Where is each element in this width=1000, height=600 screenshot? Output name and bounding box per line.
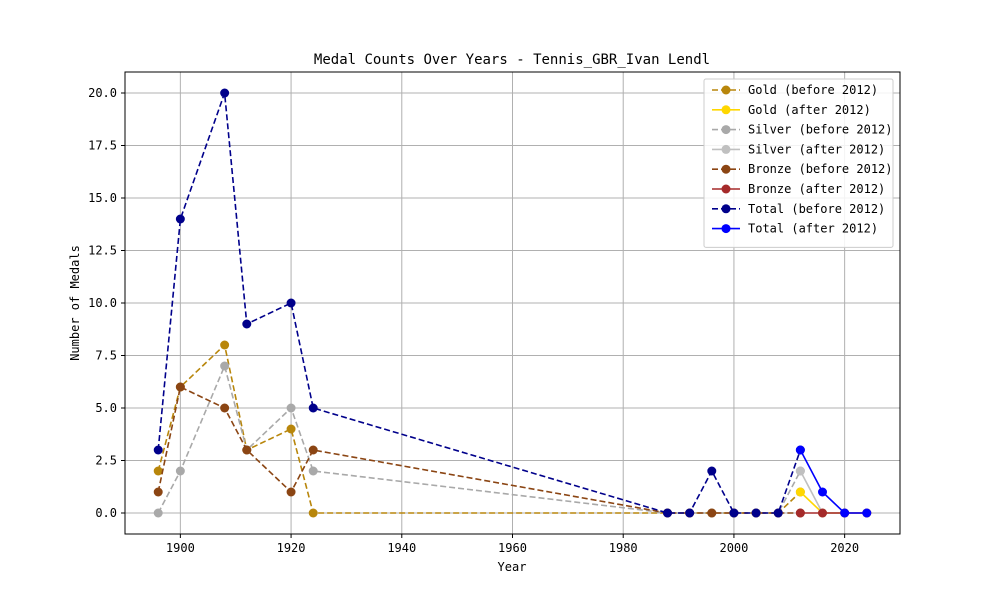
y-tick-label: 15.0 (88, 191, 117, 205)
legend-label: Bronze (before 2012) (748, 162, 893, 176)
data-point (818, 508, 827, 518)
legend-item: Gold (before 2012) (712, 83, 878, 97)
series-bronze-before-2012 (153, 382, 805, 518)
ticks: 1900 1920 1940 1960 1980 2000 2020 0.0 2.5 5.0 7.5… (88, 86, 859, 555)
x-tick-label: 1920 (277, 541, 306, 555)
data-point (751, 508, 761, 518)
y-tick-label: 5.0 (95, 401, 117, 415)
data-point (795, 487, 805, 497)
data-point (175, 466, 185, 476)
series-silver-before-2012 (153, 361, 805, 518)
data-point (685, 508, 695, 518)
data-point (220, 403, 230, 413)
legend-marker (721, 125, 731, 135)
series-line (157, 385, 801, 514)
chart-title: Medal Counts Over Years - Tennis_GBR_Iva… (314, 52, 710, 68)
x-tick-label: 1940 (387, 541, 416, 555)
x-tick-label: 1900 (166, 541, 195, 555)
legend: Gold (before 2012) Gold (after 2012) Silve… (703, 78, 894, 248)
data-point (286, 403, 296, 413)
data-point (242, 445, 252, 455)
series-line (157, 363, 802, 514)
data-point (220, 361, 230, 371)
legend-box (703, 78, 894, 248)
data-point (729, 508, 739, 518)
legend-label: Total (after 2012) (748, 222, 878, 236)
data-point (663, 508, 672, 518)
y-tick-label: 20.0 (88, 86, 117, 100)
legend-label: Total (before 2012) (748, 202, 885, 216)
data-point (795, 508, 805, 518)
data-point (153, 466, 163, 476)
data-point (286, 424, 296, 434)
series-line (799, 449, 867, 514)
data-point (707, 508, 717, 518)
data-point (242, 319, 252, 329)
series-line (157, 343, 801, 514)
x-axis-label: Year (498, 560, 527, 574)
data-point (220, 340, 230, 350)
legend-marker (721, 105, 731, 115)
data-point (795, 445, 805, 455)
series-layer (153, 88, 872, 518)
y-tick-label: 2.5 (95, 454, 117, 468)
data-point (286, 298, 296, 308)
legend-label: Gold (before 2012) (748, 83, 878, 97)
y-tick-label: 17.5 (88, 139, 117, 153)
legend-item: Bronze (after 2012) (712, 182, 885, 196)
data-point (308, 403, 318, 413)
data-point (153, 487, 163, 497)
x-tick-label: 2000 (719, 541, 748, 555)
data-point (862, 508, 872, 518)
legend-item: Total (after 2012) (712, 222, 878, 236)
legend-marker (721, 204, 731, 214)
legend-marker (721, 224, 731, 234)
y-tick-label: 0.0 (95, 506, 117, 520)
data-point (175, 382, 185, 392)
data-point (818, 487, 827, 497)
legend-item: Silver (before 2012) (712, 123, 893, 137)
legend-marker (721, 85, 731, 95)
data-point (840, 508, 850, 518)
series-total-before-2012 (153, 88, 805, 518)
data-point (773, 508, 783, 518)
data-point (795, 466, 805, 476)
legend-item: Bronze (before 2012) (712, 162, 893, 176)
data-point (707, 466, 717, 476)
legend-item: Silver (after 2012) (712, 142, 885, 156)
legend-item: Gold (after 2012) (712, 103, 871, 117)
y-axis-label: Number of Medals (68, 245, 82, 361)
legend-label: Gold (after 2012) (748, 103, 871, 117)
data-point (286, 487, 296, 497)
data-point (175, 214, 185, 224)
legend-label: Bronze (after 2012) (748, 182, 885, 196)
data-point (153, 445, 163, 455)
data-point (153, 508, 163, 518)
series-total-after-2012 (795, 445, 872, 518)
x-tick-label: 1980 (609, 541, 638, 555)
data-point (308, 466, 318, 476)
series-silver-after-2012 (795, 466, 872, 518)
legend-marker (721, 164, 731, 174)
x-tick-label: 2020 (830, 541, 859, 555)
x-tick-label: 1960 (498, 541, 527, 555)
y-tick-label: 10.0 (88, 296, 117, 310)
legend-label: Silver (after 2012) (748, 142, 885, 156)
data-point (308, 508, 318, 518)
legend-marker (721, 184, 731, 194)
legend-marker (721, 144, 731, 154)
y-tick-label: 7.5 (95, 349, 117, 363)
y-tick-label: 12.5 (88, 244, 117, 258)
data-point (308, 445, 318, 455)
legend-item: Total (before 2012) (712, 202, 885, 216)
data-point (220, 88, 230, 98)
series-line (799, 470, 867, 514)
legend-label: Silver (before 2012) (748, 123, 893, 137)
